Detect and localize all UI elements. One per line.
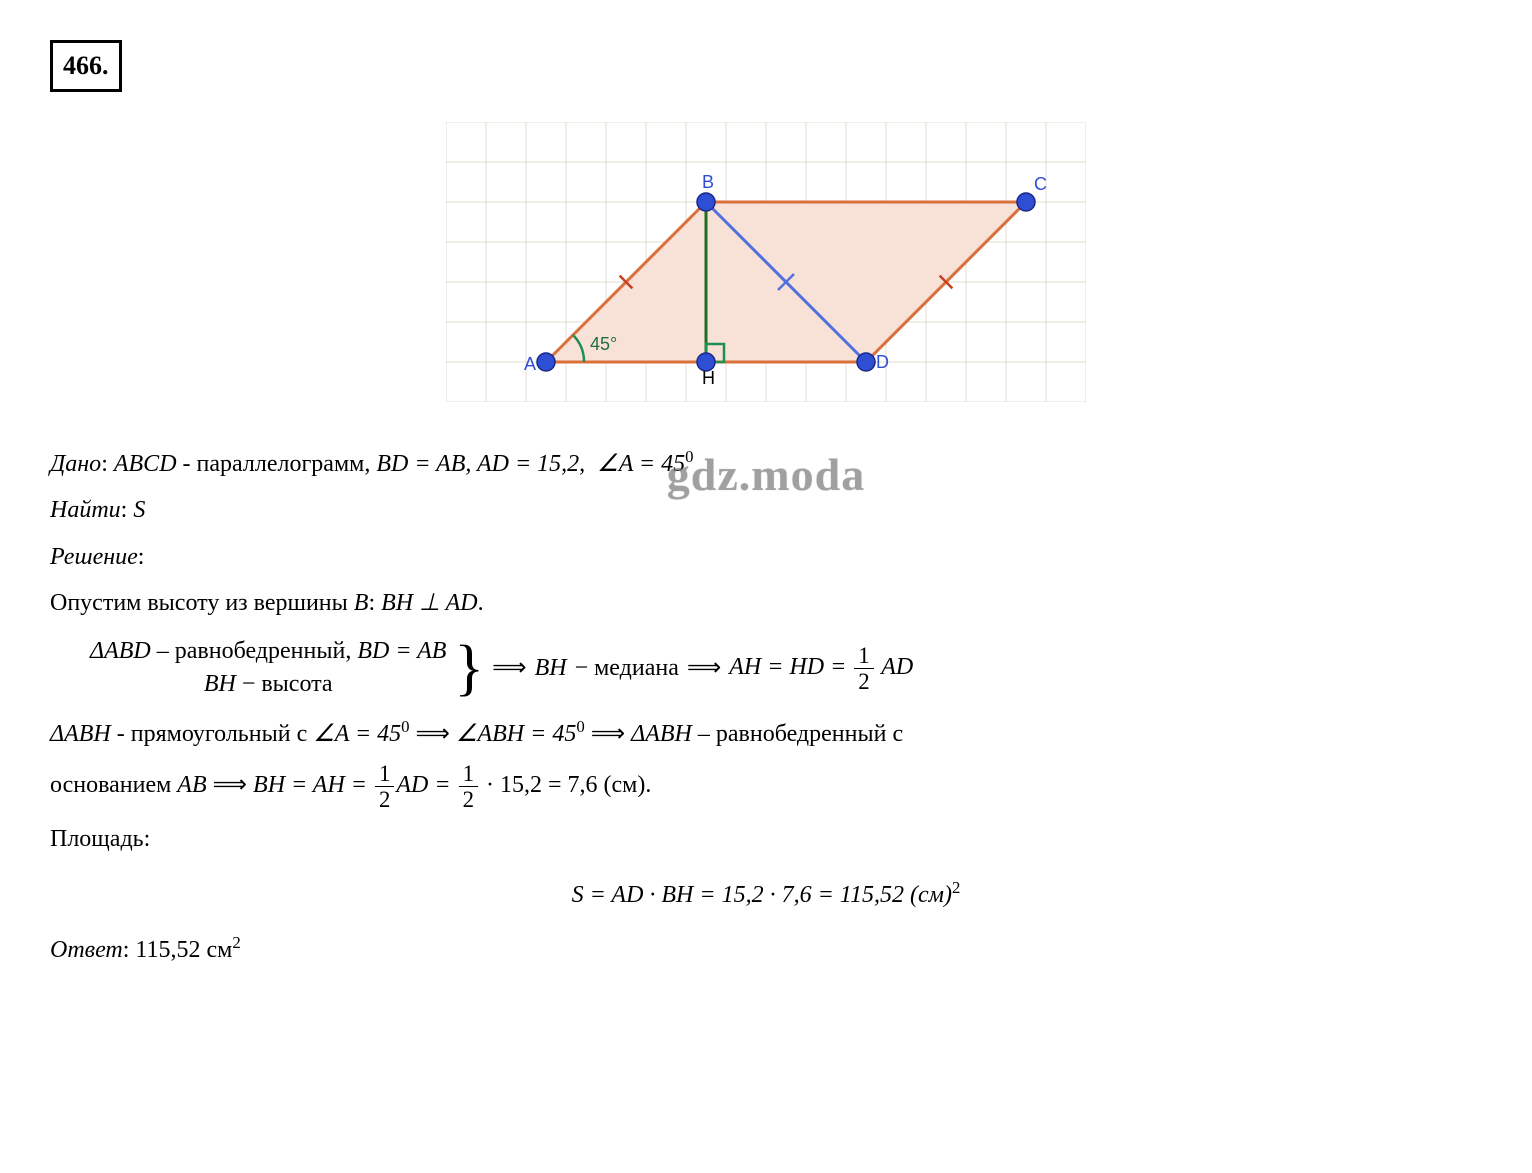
step2-line: ΔABH - прямоугольный с ∠A = 450 ⟹ ∠ABH =…: [50, 714, 1482, 753]
brace-t2a: AH = HD =: [729, 654, 852, 680]
brace-t1a: BH: [535, 649, 567, 687]
svg-text:D: D: [876, 352, 889, 372]
answer-line: Ответ: 115,52 см2: [50, 930, 1482, 969]
step3-line: основанием AB ⟹ BH = AH = 12AD = 12 · 15…: [50, 761, 1482, 812]
step1-mid: :: [368, 590, 381, 616]
svg-text:H: H: [702, 368, 715, 388]
given-shape: ABCD: [114, 451, 177, 477]
geometry-diagram: 45° A B C D H: [446, 122, 1086, 402]
find-line: Найти: S: [50, 491, 1482, 529]
arrow3: ⟹: [416, 721, 456, 747]
step1-v: B: [354, 590, 369, 616]
svg-text:C: C: [1034, 174, 1047, 194]
s3e: · 15,2 = 7,6 (см).: [480, 772, 651, 798]
arrow4: ⟹: [591, 721, 631, 747]
area-formula: S = AD · BH = 15,2 · 7,6 = 115,52 (см): [572, 882, 952, 908]
svg-text:B: B: [702, 172, 714, 192]
area-formula-line: S = AD · BH = 15,2 · 7,6 = 115,52 (см)2: [50, 875, 1482, 914]
svg-text:A: A: [524, 354, 536, 374]
answer-sup: 2: [232, 933, 240, 952]
area-sup: 2: [952, 878, 960, 897]
f2n: 1: [459, 761, 478, 787]
problem-number: 466.: [50, 40, 122, 92]
frac-num: 1: [854, 643, 873, 669]
solution-label-line: Решение:: [50, 538, 1482, 576]
brace-left-group: ΔABD – равнобедренный, BD = AB BH − высо…: [90, 635, 446, 702]
brace-block: ΔABD – равнобедренный, BD = AB BH − высо…: [90, 635, 1482, 702]
given-angle: ∠A = 45: [597, 451, 685, 477]
s2deg1: 0: [401, 717, 409, 736]
s2deg2: 0: [576, 717, 584, 736]
s3b: AB: [177, 772, 206, 798]
frac-den: 2: [854, 669, 873, 694]
brace-t2c: AD: [876, 654, 914, 680]
given-t2: - параллелограмм,: [177, 451, 377, 477]
given-label: Дано: [50, 451, 101, 477]
find-value: S: [133, 497, 145, 523]
answer-value: 115,52 см: [135, 937, 232, 963]
arrow2: ⟹: [687, 649, 721, 687]
curly-brace: }: [454, 637, 484, 699]
frac-half-ad: 12: [854, 643, 873, 694]
step1-line: Опустим высоту из вершины B: BH ⊥ AD.: [50, 584, 1482, 622]
s2c: ∠A = 45: [313, 721, 401, 747]
s2d: ∠ABH = 45: [456, 721, 576, 747]
arrow1: ⟹: [492, 649, 526, 687]
answer-label: Ответ: [50, 937, 123, 963]
brace-l1a: ΔABD: [90, 638, 151, 664]
s2e: ΔABH: [631, 721, 692, 747]
frac1: 12: [375, 761, 394, 812]
s2f: – равнобедренный с: [692, 721, 903, 747]
find-label: Найти: [50, 497, 121, 523]
given-deg: 0: [685, 447, 693, 466]
brace-t1b: − медиана: [575, 649, 679, 687]
step1-prefix: Опустим высоту из вершины: [50, 590, 354, 616]
step1-perp: BH ⊥ AD: [381, 590, 477, 616]
area-label: Площадь:: [50, 826, 150, 852]
svg-text:45°: 45°: [590, 334, 617, 354]
area-label-line: Площадь:: [50, 820, 1482, 858]
step1-suffix: .: [478, 590, 484, 616]
arrow5: ⟹: [213, 772, 253, 798]
brace-l2b: − высота: [236, 671, 333, 697]
s3d: AD =: [396, 772, 456, 798]
f1n: 1: [375, 761, 394, 787]
s3c: BH = AH =: [253, 772, 373, 798]
given-line: Дано: ABCD - параллелограмм, BD = AB, AD…: [50, 444, 1482, 483]
frac2: 12: [459, 761, 478, 812]
s3a: основанием: [50, 772, 177, 798]
given-eq1: BD = AB, AD = 15,2,: [376, 451, 585, 477]
f1d: 2: [375, 787, 394, 812]
solution-label: Решение: [50, 544, 138, 570]
brace-l1b: – равнобедренный,: [151, 638, 358, 664]
s2a: ΔABH: [50, 721, 111, 747]
brace-l2a: BH: [204, 671, 236, 697]
diagram-container: 45°ABCDH gdz.moda: [50, 122, 1482, 414]
brace-l1c: BD = AB: [357, 638, 446, 664]
s2b: - прямоугольный с: [111, 721, 313, 747]
f2d: 2: [459, 787, 478, 812]
